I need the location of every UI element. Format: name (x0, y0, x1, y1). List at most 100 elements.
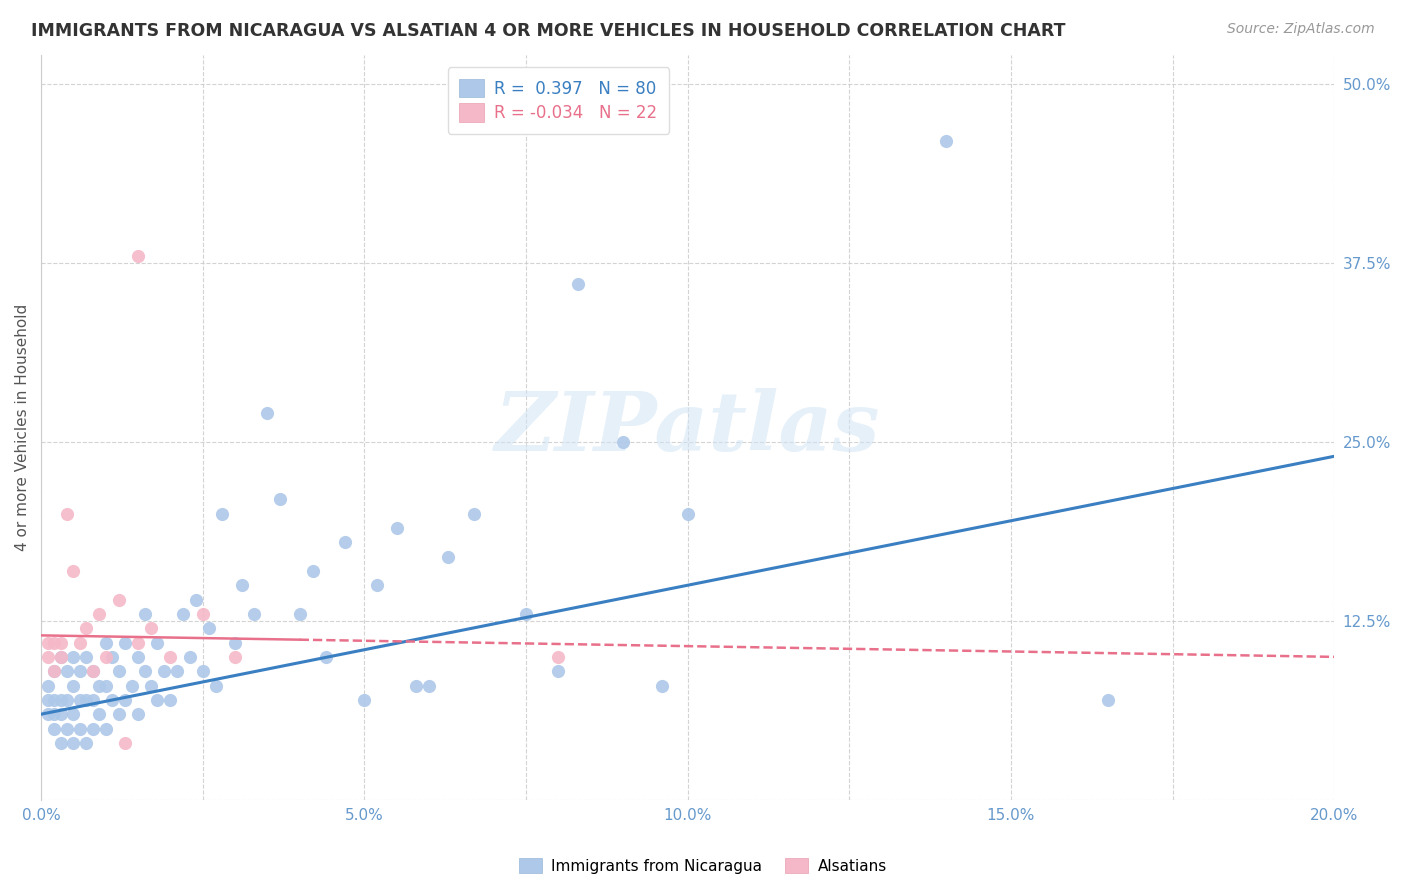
Point (191, 607, 214, 621)
Point (179, 649, 201, 664)
Point (107, 592, 129, 607)
Point (42, 664, 65, 678)
Point (89, 607, 111, 621)
Point (101, 693, 124, 707)
Point (146, 693, 169, 707)
Point (42, 707, 65, 722)
Point (37, 707, 59, 722)
Point (42, 693, 65, 707)
Point (82, 693, 104, 707)
Point (49, 736, 72, 750)
Point (49, 635, 72, 649)
Point (567, 277, 589, 292)
Text: Source: ZipAtlas.com: Source: ZipAtlas.com (1227, 22, 1375, 37)
Point (651, 679, 673, 693)
Point (37, 679, 59, 693)
Point (114, 693, 136, 707)
Y-axis label: 4 or more Vehicles in Household: 4 or more Vehicles in Household (15, 304, 30, 551)
Point (56, 722, 79, 736)
Point (62, 564, 84, 578)
Point (418, 679, 440, 693)
Point (127, 249, 149, 263)
Point (82, 664, 104, 678)
Point (127, 707, 149, 722)
Point (515, 607, 537, 621)
Point (75, 693, 97, 707)
Point (69, 664, 91, 678)
Point (75, 736, 97, 750)
Point (437, 549, 460, 564)
Point (62, 707, 84, 722)
Point (224, 649, 246, 664)
Point (366, 578, 388, 592)
Point (89, 679, 111, 693)
Point (42, 664, 65, 678)
Point (269, 492, 291, 507)
Point (204, 679, 226, 693)
Point (198, 621, 221, 635)
Point (463, 507, 485, 521)
Point (315, 649, 337, 664)
Point (166, 664, 188, 678)
Point (288, 607, 311, 621)
Point (153, 664, 176, 678)
Point (612, 434, 634, 449)
Point (94, 679, 117, 693)
Point (89, 707, 111, 722)
Point (159, 649, 181, 664)
Point (353, 693, 375, 707)
Point (121, 679, 143, 693)
Point (547, 649, 569, 664)
Text: IMMIGRANTS FROM NICARAGUA VS ALSATIAN 4 OR MORE VEHICLES IN HOUSEHOLD CORRELATIO: IMMIGRANTS FROM NICARAGUA VS ALSATIAN 4 … (31, 22, 1066, 40)
Point (301, 564, 323, 578)
Point (82, 722, 104, 736)
Point (49, 649, 72, 664)
Point (37, 649, 59, 664)
Point (69, 635, 91, 649)
Point (224, 635, 246, 649)
Point (191, 664, 214, 678)
Point (82, 664, 104, 678)
Point (56, 693, 79, 707)
Point (935, 134, 957, 148)
Legend: R =  0.397   N = 80, R = -0.034   N = 22: R = 0.397 N = 80, R = -0.034 N = 22 (447, 67, 669, 134)
Point (62, 649, 84, 664)
Point (146, 635, 169, 649)
Point (62, 679, 84, 693)
Point (159, 693, 181, 707)
Point (256, 406, 278, 420)
Point (62, 736, 84, 750)
Point (37, 693, 59, 707)
Point (49, 693, 72, 707)
Point (676, 507, 699, 521)
Point (94, 722, 117, 736)
Point (75, 649, 97, 664)
Point (42, 722, 65, 736)
Point (139, 679, 162, 693)
Point (231, 578, 253, 592)
Point (211, 507, 233, 521)
Point (114, 736, 136, 750)
Legend: Immigrants from Nicaragua, Alsatians: Immigrants from Nicaragua, Alsatians (513, 852, 893, 880)
Point (94, 635, 117, 649)
Point (42, 635, 65, 649)
Point (134, 607, 156, 621)
Point (49, 649, 72, 664)
Point (405, 679, 427, 693)
Point (1097, 693, 1119, 707)
Point (333, 535, 356, 549)
Point (101, 649, 124, 664)
Point (107, 707, 129, 722)
Point (94, 649, 117, 664)
Point (139, 621, 162, 635)
Point (75, 621, 97, 635)
Point (107, 664, 129, 678)
Point (69, 722, 91, 736)
Point (243, 607, 266, 621)
Point (56, 507, 79, 521)
Point (172, 607, 194, 621)
Point (69, 693, 91, 707)
Text: ZIPatlas: ZIPatlas (495, 388, 880, 467)
Point (37, 635, 59, 649)
Point (127, 649, 149, 664)
